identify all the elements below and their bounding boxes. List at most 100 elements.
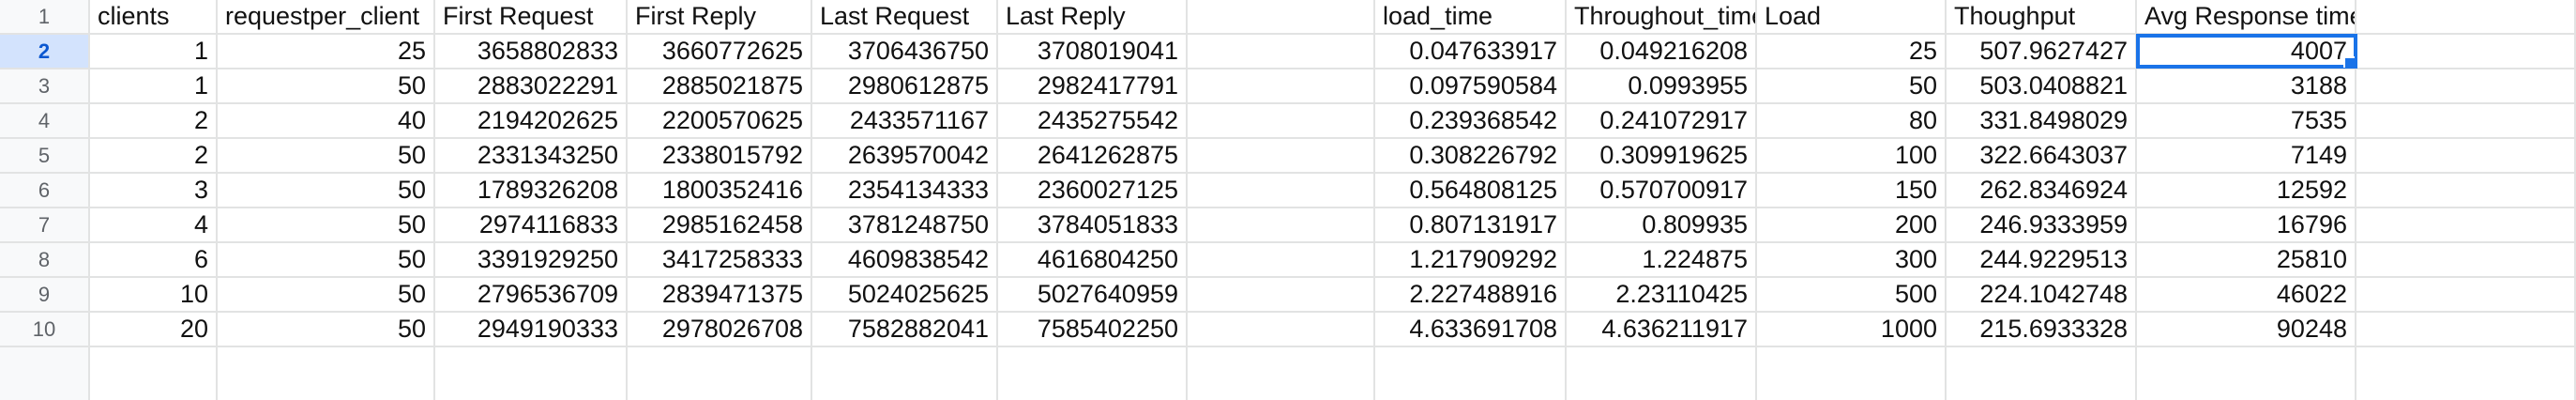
cell-first-request[interactable]: 3658802833 (435, 35, 628, 68)
header-cell-avg-response-time[interactable]: Avg Response time(microsec) (2137, 0, 2356, 33)
cell-load-time[interactable]: 1.217909292 (1375, 243, 1567, 276)
cell-clients[interactable]: 20 (90, 313, 218, 346)
cell-throughout-time[interactable]: 0.0993955 (1567, 69, 1757, 102)
cell-last-reply[interactable]: 2360027125 (998, 174, 1188, 207)
cell-clients[interactable]: 10 (90, 278, 218, 311)
cell-clients[interactable]: 1 (90, 35, 218, 68)
cell-avg-response-time[interactable]: 25810 (2137, 243, 2356, 276)
cell-last-request[interactable]: 3781248750 (812, 208, 998, 241)
cell-throughout-time[interactable]: 0.241072917 (1567, 104, 1757, 137)
row-number[interactable] (0, 347, 90, 400)
cell-avg-response-time[interactable]: 7149 (2137, 139, 2356, 172)
cell-empty[interactable] (1947, 347, 2137, 400)
cell-clients[interactable]: 4 (90, 208, 218, 241)
cell-last-reply[interactable]: 3784051833 (998, 208, 1188, 241)
cell-clients[interactable]: 6 (90, 243, 218, 276)
fill-handle[interactable] (2343, 56, 2355, 68)
cell-first-reply[interactable]: 2338015792 (628, 139, 812, 172)
cell-load[interactable]: 150 (1757, 174, 1947, 207)
header-cell-empty[interactable] (2356, 0, 2576, 33)
cell-empty[interactable] (2356, 104, 2576, 137)
cell-last-request[interactable]: 3706436750 (812, 35, 998, 68)
cell-first-reply[interactable]: 2978026708 (628, 313, 812, 346)
cell-empty[interactable] (2356, 139, 2576, 172)
cell-empty[interactable] (2356, 313, 2576, 346)
row-number[interactable]: 4 (0, 104, 90, 137)
cell-empty[interactable] (1188, 243, 1375, 276)
selected-cell-avg-response-time[interactable]: 4007 (2136, 34, 2357, 69)
cell-avg-response-time[interactable]: 3188 (2137, 69, 2356, 102)
cell-last-request[interactable]: 7582882041 (812, 313, 998, 346)
cell-first-request[interactable]: 2949190333 (435, 313, 628, 346)
cell-avg-response-time[interactable]: 46022 (2137, 278, 2356, 311)
row-number[interactable]: 5 (0, 139, 90, 172)
cell-load-time[interactable]: 0.807131917 (1375, 208, 1567, 241)
cell-throughout-time[interactable]: 2.23110425 (1567, 278, 1757, 311)
cell-last-reply[interactable]: 2641262875 (998, 139, 1188, 172)
cell-first-reply[interactable]: 2985162458 (628, 208, 812, 241)
cell-requestper-client[interactable]: 50 (218, 174, 435, 207)
cell-empty[interactable] (2356, 347, 2576, 400)
row-number[interactable]: 3 (0, 69, 90, 102)
cell-first-reply[interactable]: 3660772625 (628, 35, 812, 68)
cell-empty[interactable] (1567, 347, 1757, 400)
header-cell-throughout-time[interactable]: Throughout_time (1567, 0, 1757, 33)
cell-thoughput[interactable]: 244.9229513 (1947, 243, 2137, 276)
cell-empty[interactable] (435, 347, 628, 400)
cell-throughout-time[interactable]: 0.309919625 (1567, 139, 1757, 172)
row-number[interactable]: 7 (0, 208, 90, 241)
cell-last-reply[interactable]: 5027640959 (998, 278, 1188, 311)
header-cell-last-request[interactable]: Last Request (812, 0, 998, 33)
row-number[interactable]: 9 (0, 278, 90, 311)
cell-first-reply[interactable]: 1800352416 (628, 174, 812, 207)
cell-empty[interactable] (1757, 347, 1947, 400)
cell-load[interactable]: 50 (1757, 69, 1947, 102)
header-cell-first-request[interactable]: First Request (435, 0, 628, 33)
cell-thoughput[interactable]: 262.8346924 (1947, 174, 2137, 207)
cell-clients[interactable]: 3 (90, 174, 218, 207)
cell-empty[interactable] (2356, 208, 2576, 241)
cell-load[interactable]: 80 (1757, 104, 1947, 137)
cell-empty[interactable] (1188, 139, 1375, 172)
cell-first-request[interactable]: 2974116833 (435, 208, 628, 241)
cell-empty[interactable] (1188, 35, 1375, 68)
cell-empty[interactable] (2356, 69, 2576, 102)
cell-load-time[interactable]: 0.564808125 (1375, 174, 1567, 207)
cell-first-reply[interactable]: 2200570625 (628, 104, 812, 137)
cell-last-request[interactable]: 4609838542 (812, 243, 998, 276)
cell-clients[interactable]: 2 (90, 104, 218, 137)
cell-load-time[interactable]: 0.047633917 (1375, 35, 1567, 68)
cell-throughout-time[interactable]: 4.636211917 (1567, 313, 1757, 346)
cell-load[interactable]: 1000 (1757, 313, 1947, 346)
cell-first-request[interactable]: 1789326208 (435, 174, 628, 207)
cell-last-request[interactable]: 2639570042 (812, 139, 998, 172)
row-number[interactable]: 8 (0, 243, 90, 276)
cell-first-request[interactable]: 2796536709 (435, 278, 628, 311)
cell-empty[interactable] (628, 347, 812, 400)
cell-empty[interactable] (2356, 243, 2576, 276)
cell-requestper-client[interactable]: 50 (218, 278, 435, 311)
cell-thoughput[interactable]: 322.6643037 (1947, 139, 2137, 172)
cell-thoughput[interactable]: 224.1042748 (1947, 278, 2137, 311)
cell-throughout-time[interactable]: 0.809935 (1567, 208, 1757, 241)
cell-last-reply[interactable]: 2435275542 (998, 104, 1188, 137)
cell-first-reply[interactable]: 2885021875 (628, 69, 812, 102)
cell-empty[interactable] (812, 347, 998, 400)
cell-empty[interactable] (1375, 347, 1567, 400)
cell-requestper-client[interactable]: 40 (218, 104, 435, 137)
cell-avg-response-time[interactable]: 7535 (2137, 104, 2356, 137)
cell-empty[interactable] (1188, 347, 1375, 400)
cell-empty[interactable] (1188, 313, 1375, 346)
cell-empty[interactable] (1188, 69, 1375, 102)
cell-empty[interactable] (2356, 35, 2576, 68)
cell-empty[interactable] (2137, 347, 2356, 400)
cell-requestper-client[interactable]: 50 (218, 69, 435, 102)
cell-load-time[interactable]: 0.308226792 (1375, 139, 1567, 172)
cell-first-request[interactable]: 2883022291 (435, 69, 628, 102)
row-number[interactable]: 2 (0, 35, 90, 68)
cell-thoughput[interactable]: 507.9627427 (1947, 35, 2137, 68)
header-cell-first-reply[interactable]: First Reply (628, 0, 812, 33)
cell-last-request[interactable]: 2433571167 (812, 104, 998, 137)
cell-empty[interactable] (2356, 174, 2576, 207)
row-number[interactable]: 10 (0, 313, 90, 346)
